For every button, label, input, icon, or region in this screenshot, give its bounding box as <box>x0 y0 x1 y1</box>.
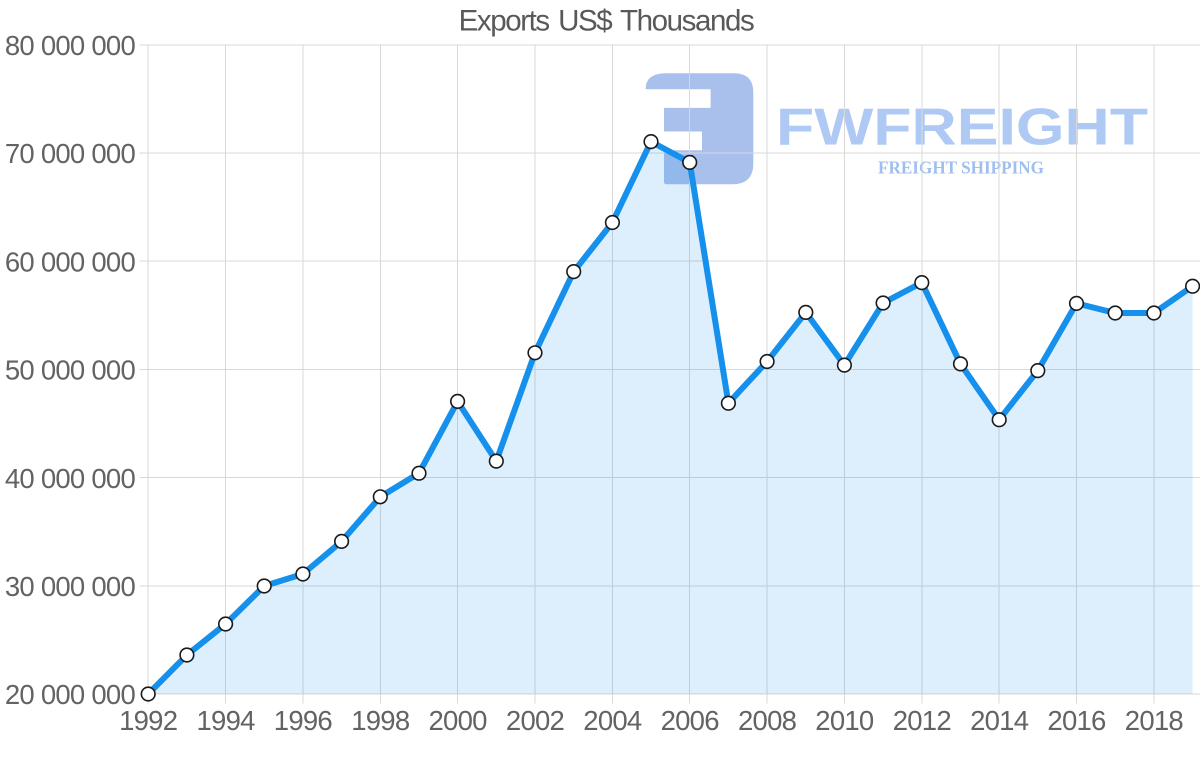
svg-text:2010: 2010 <box>815 705 874 736</box>
svg-text:1994: 1994 <box>197 705 256 736</box>
svg-text:60 000 000: 60 000 000 <box>5 246 136 277</box>
svg-text:2000: 2000 <box>429 705 488 736</box>
svg-text:1998: 1998 <box>351 705 410 736</box>
svg-text:FREIGHT SHIPPING: FREIGHT SHIPPING <box>878 158 1044 178</box>
svg-text:2006: 2006 <box>661 705 720 736</box>
svg-text:FWFREIGHT: FWFREIGHT <box>776 98 1148 156</box>
svg-text:50 000 000: 50 000 000 <box>5 355 136 386</box>
svg-text:1996: 1996 <box>274 705 333 736</box>
svg-text:2002: 2002 <box>506 705 564 736</box>
svg-text:30 000 000: 30 000 000 <box>5 571 136 602</box>
svg-text:1992: 1992 <box>119 705 177 736</box>
svg-text:40 000 000: 40 000 000 <box>5 463 136 494</box>
svg-text:70 000 000: 70 000 000 <box>5 138 136 169</box>
svg-text:80 000 000: 80 000 000 <box>5 30 136 61</box>
svg-text:2016: 2016 <box>1047 705 1106 736</box>
svg-text:2004: 2004 <box>583 705 642 736</box>
svg-text:2012: 2012 <box>893 705 951 736</box>
svg-text:2018: 2018 <box>1125 705 1184 736</box>
svg-text:2014: 2014 <box>970 705 1029 736</box>
svg-text:20 000 000: 20 000 000 <box>5 679 136 710</box>
svg-text:Exports US$ Thousands: Exports US$ Thousands <box>459 5 754 38</box>
svg-text:2008: 2008 <box>738 705 797 736</box>
